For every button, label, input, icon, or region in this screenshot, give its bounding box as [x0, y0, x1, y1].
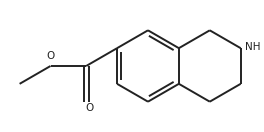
Text: O: O — [46, 51, 55, 61]
Text: O: O — [86, 103, 94, 114]
Text: NH: NH — [245, 42, 261, 52]
